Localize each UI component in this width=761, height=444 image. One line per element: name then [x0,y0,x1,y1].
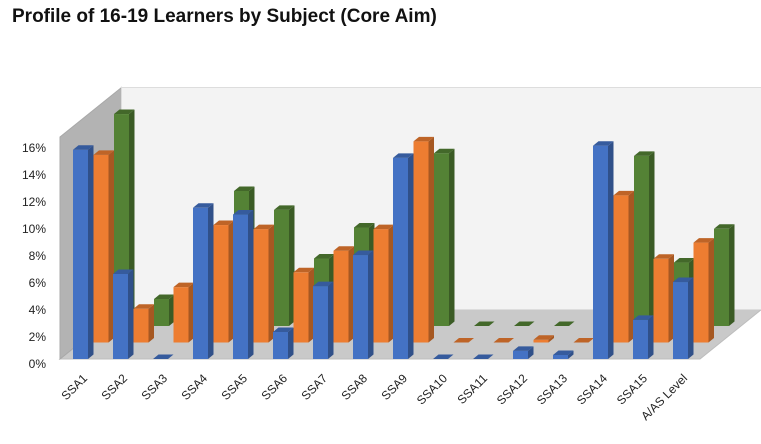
bar-series-2-ssa12 [533,335,554,343]
bar-series-2-ssa11 [493,338,514,343]
bar-series-2-ssa4 [213,220,234,343]
bar-series-1-a-as-level [673,277,694,359]
bar-series-3-ssa2 [154,294,175,326]
y-tick-label: 6% [29,276,47,290]
bar-series-1-ssa13 [553,350,574,359]
x-tick-label: SSA2 [99,371,131,403]
x-tick-label: SSA5 [219,371,251,403]
bar-series-1-ssa11 [473,354,494,359]
bar-series-1-ssa15 [633,315,654,359]
bar-series-1-ssa12 [513,346,534,359]
bar-series-3-ssa12 [554,321,575,326]
bar-series-1-ssa8 [353,250,374,359]
bar-series-2-ssa5 [253,224,274,343]
x-tick-label: SSA4 [179,371,211,403]
bar-series-2-ssa3 [173,282,194,343]
x-tick-label: SSA14 [574,371,611,408]
y-axis-tick-labels: 0% 2% 4% 6% 8% 10% 12% 14% 16% [22,141,46,371]
bar-series-2-ssa10 [453,338,474,343]
bar-series-2-ssa8 [373,224,394,343]
y-tick-label: 10% [22,222,46,236]
bar-series-3-a-as-level [714,224,735,326]
x-tick-label: SSA12 [494,371,531,408]
bar-series-2-ssa2 [133,304,154,343]
y-tick-label: 2% [29,330,47,344]
bar-series-1-ssa4 [193,203,214,359]
chart-bars [73,109,735,359]
y-tick-label: 8% [29,249,47,263]
bar-series-2-ssa14 [613,190,634,343]
bar-series-3-ssa10 [474,321,495,326]
bar-series-2-ssa1 [93,150,114,343]
bar-series-2-ssa7 [333,246,354,343]
bar-series-1-ssa9 [393,153,414,359]
bar-series-1-ssa14 [593,141,614,359]
x-tick-label: SSA9 [379,371,411,403]
bar-series-1-ssa1 [73,145,94,359]
bar-series-3-ssa14 [634,151,655,326]
chart-title: Profile of 16-19 Learners by Subject (Co… [12,6,437,27]
bar-series-2-a-as-level [693,238,714,343]
bar-series-2-ssa9 [413,136,434,343]
x-axis-tick-labels: SSA1 SSA2 SSA3 SSA4 SSA5 SSA6 SSA7 SSA8 SSA9 SSA1… [59,371,691,423]
bar-series-2-ssa13 [573,338,594,343]
y-tick-label: 14% [22,168,46,182]
y-tick-label: 0% [29,357,47,371]
y-tick-label: 16% [22,141,46,155]
x-tick-label: SSA6 [259,371,291,403]
x-tick-label: SSA1 [59,371,91,403]
x-tick-label: SSA11 [454,371,490,407]
bar-series-1-ssa2 [113,269,134,359]
bar-series-2-ssa6 [293,267,314,343]
bar-series-1-ssa6 [273,327,294,359]
bar-series-1-ssa5 [233,210,254,359]
x-tick-label: SSA15 [614,371,651,408]
bar-series-1-ssa3 [153,354,174,359]
x-tick-label: SSA3 [139,371,171,403]
x-tick-label: SSA10 [414,371,451,408]
y-tick-label: 12% [22,195,46,209]
x-tick-label: SSA7 [299,371,331,403]
bar-series-3-ssa11 [514,321,535,326]
y-tick-label: 4% [29,303,47,317]
x-tick-label: SSA13 [534,371,571,408]
bar-series-1-ssa10 [433,354,454,359]
x-tick-label: SSA8 [339,371,371,403]
bar-series-3-ssa5 [274,205,295,326]
bar-series-1-ssa7 [313,281,334,359]
bar-series-2-ssa15 [653,254,674,343]
bar-series-3-ssa9 [434,148,455,326]
